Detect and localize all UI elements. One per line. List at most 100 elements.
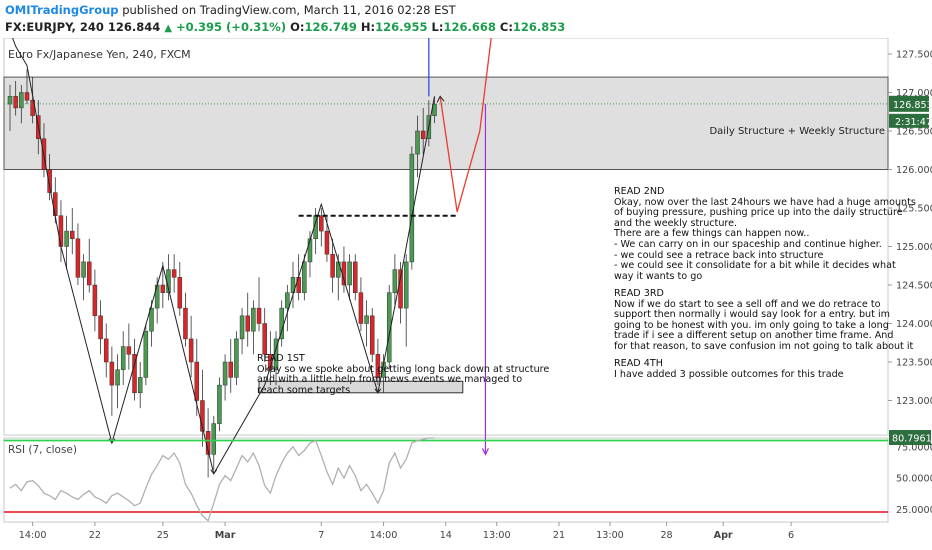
bear-candle <box>177 277 183 309</box>
rsi-badge-label: 80.7961 <box>892 434 932 445</box>
bull-candle <box>137 377 143 394</box>
bull-candle <box>115 369 120 386</box>
note-line: READ 3RD <box>614 288 664 299</box>
close-value: 126.853 <box>512 20 566 34</box>
bear-candle <box>228 361 233 378</box>
bull-candle <box>143 330 149 378</box>
bear-candle <box>171 269 177 278</box>
note-line: way it wants to go <box>614 270 703 282</box>
note-line: and the weekly structure. <box>614 217 738 229</box>
structure-zone <box>3 76 889 170</box>
bull-candle <box>120 346 126 370</box>
bull-candle <box>415 130 420 155</box>
open-value: 126.749 <box>304 20 357 34</box>
price-tick-label: 123.000 <box>896 396 932 407</box>
bear-candle <box>245 315 250 332</box>
price-tick-label: 124.000 <box>896 319 932 330</box>
bear-candle <box>319 215 324 232</box>
note-line: of buying pressure, pushing price up int… <box>614 207 903 219</box>
bear-candle <box>160 284 166 293</box>
bull-candle <box>285 292 290 309</box>
publisher-name[interactable]: OMITradingGroup <box>5 3 119 17</box>
swing-arrowhead <box>374 388 382 394</box>
time-tick-label: 14:00 <box>370 530 398 541</box>
bull-candle <box>154 284 160 309</box>
note-line: support then normally i would say look f… <box>614 309 890 321</box>
bear-candle <box>324 230 330 255</box>
swing-arrowhead <box>210 469 218 475</box>
close-label: C: <box>499 20 513 34</box>
ohlc-line: FX:EURJPY, 240 126.844 ▲ +0.395 (+0.31%)… <box>5 20 565 34</box>
time-tick-label: 13:00 <box>483 530 511 541</box>
bear-candle <box>86 261 92 286</box>
note-line: - we could see it consolidate for a bit … <box>614 260 896 272</box>
zone-label: Daily Structure + Weekly Structure <box>709 126 885 137</box>
bull-candle <box>222 361 228 386</box>
bear-candle <box>24 92 30 101</box>
bear-candle <box>358 292 364 324</box>
last-price: 126.844 <box>107 20 161 34</box>
swing-path-line <box>12 38 435 475</box>
bear-candle <box>194 361 200 401</box>
rsi-tick-label: 25.0000 <box>896 505 932 516</box>
note-line: Okay so we spoke about getting long back… <box>257 363 550 375</box>
rsi-line <box>9 437 435 522</box>
bear-candle <box>353 261 358 293</box>
projection-retrace-then-up <box>439 38 492 213</box>
bear-candle <box>53 192 58 216</box>
note-line: and with a little help from news events … <box>257 374 523 386</box>
bear-candle <box>92 284 98 317</box>
bear-candle <box>98 315 103 340</box>
bear-candle <box>126 346 132 355</box>
bear-candle <box>183 307 188 340</box>
bear-candle <box>262 323 267 355</box>
low-label: L: <box>431 20 444 34</box>
bear-candle <box>256 307 262 324</box>
publish-line: OMITradingGroup published on TradingView… <box>5 3 456 17</box>
rsi-tick-label: 75.0000 <box>896 442 932 453</box>
note-line: There are a few things can happen now.. <box>614 228 810 240</box>
rsi-panel: 75.0000 50.0000 25.0000 80.7961 <box>4 430 932 522</box>
up-arrow-icon: ▲ <box>164 23 173 34</box>
bear-candle <box>200 400 205 432</box>
bear-candle <box>103 338 109 363</box>
low-value: 126.668 <box>443 20 496 34</box>
note-line: READ 2ND <box>614 186 665 197</box>
rsi-pane-frame <box>3 437 889 523</box>
swing-arrowhead <box>436 95 445 103</box>
price-tick-label: 124.500 <box>896 281 932 292</box>
bear-candle <box>70 230 75 240</box>
rsi-title: RSI (7, close) <box>8 444 77 456</box>
published-text: published on TradingView.com, March 11, … <box>122 3 456 17</box>
bear-candle <box>420 130 426 139</box>
bull-candle <box>432 103 437 116</box>
price-tick-label: 125.500 <box>896 204 932 215</box>
price-tick-label: 126.500 <box>896 127 932 138</box>
bull-candle <box>392 269 398 293</box>
bull-candle <box>403 261 409 309</box>
bear-candle <box>375 354 381 378</box>
bull-candle <box>364 315 369 324</box>
bull-candle <box>149 307 154 332</box>
rsi-badge <box>889 430 931 445</box>
structure-zones <box>3 76 889 394</box>
note-read-2nd: READ 2ND Okay, now over the last 24hours … <box>614 186 916 282</box>
note-line: - we could see a retrace back into struc… <box>614 249 824 261</box>
bull-candle <box>64 230 69 247</box>
time-tick-label: 6 <box>788 530 794 541</box>
time-badge-label: 2:31:47 <box>895 117 932 128</box>
time-tick-label: 21 <box>553 530 565 541</box>
symbol-interval: FX:EURJPY, 240 <box>5 20 104 34</box>
time-badge <box>889 113 929 128</box>
bear-candle <box>369 315 375 355</box>
price-tick-label: 125.000 <box>896 242 932 253</box>
open-label: O: <box>290 20 305 34</box>
note-read-4th: READ 4TH I have added 3 possible outcomes… <box>614 358 844 380</box>
note-line: READ 4TH <box>614 358 663 369</box>
time-tick-label: 25 <box>157 530 169 541</box>
note-line: I have added 3 possible outcomes for thi… <box>614 368 844 380</box>
price-tick-label: 127.500 <box>896 50 932 61</box>
bull-candle <box>239 315 245 340</box>
support-box <box>258 380 464 394</box>
